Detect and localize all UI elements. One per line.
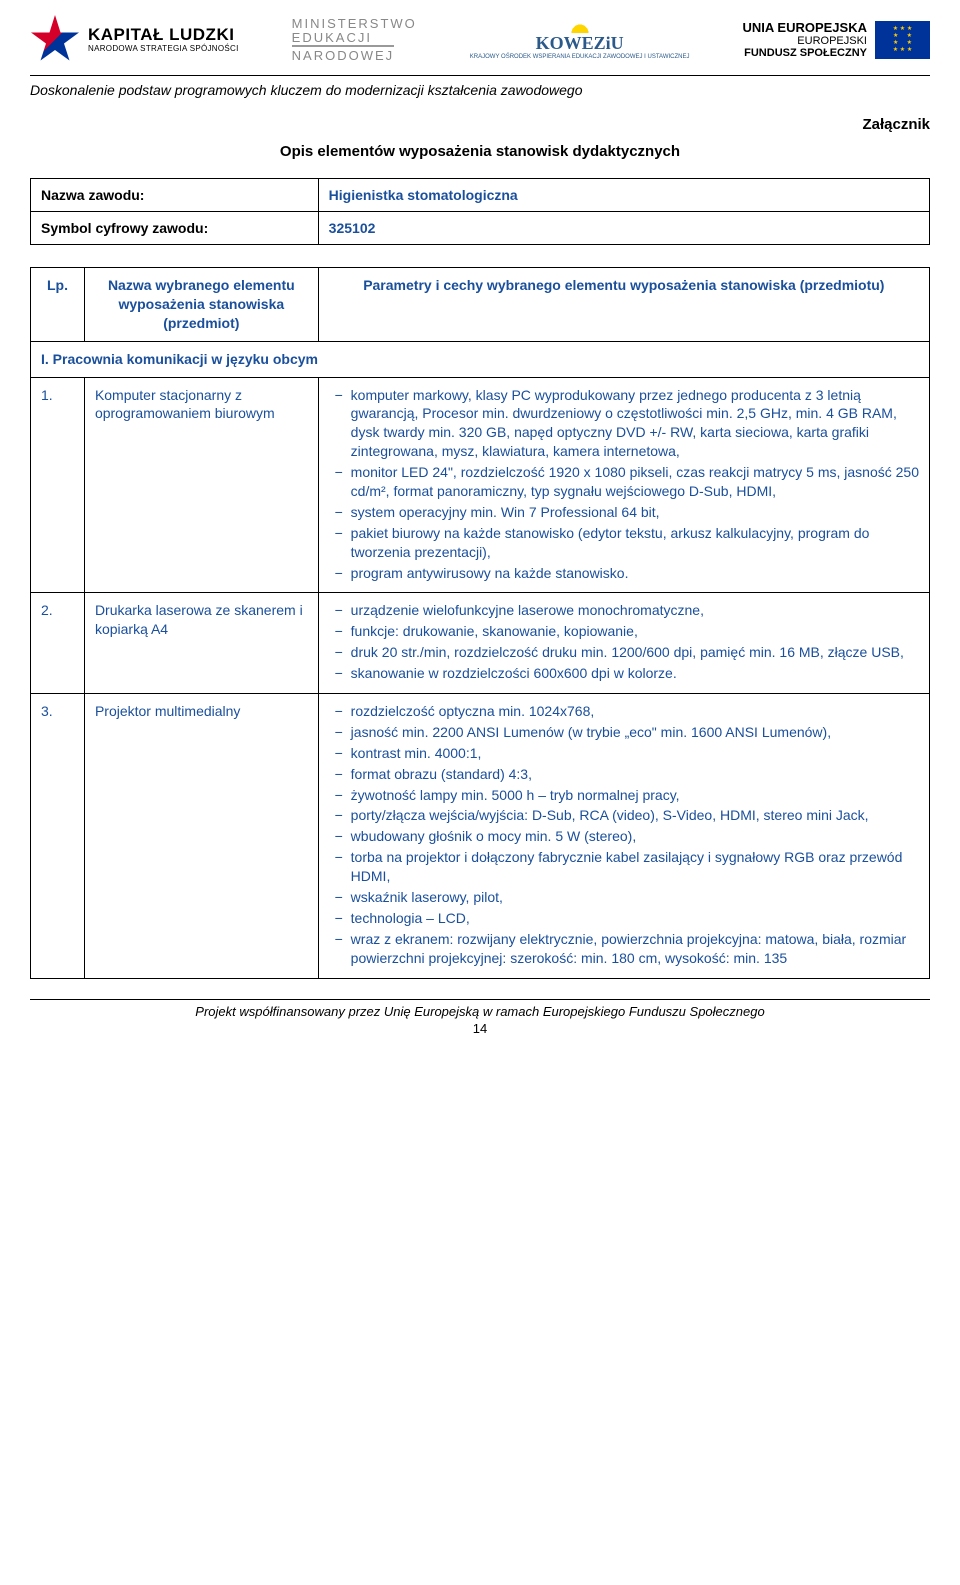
logo-ue: UNIA EUROPEJSKA EUROPEJSKI FUNDUSZ SPOŁE… — [743, 21, 930, 59]
param-item: format obrazu (standard) 4:3, — [329, 765, 919, 784]
row-params: rozdzielczość optyczna min. 1024x768, ja… — [318, 694, 929, 979]
table-header-row: Lp. Nazwa wybranego elementu wyposażenia… — [31, 268, 930, 342]
kl-sub-text: NARODOWA STRATEGIA SPÓJNOŚCI — [88, 45, 239, 54]
row-num: 3. — [31, 694, 85, 979]
logo-men: MINISTERSTWO EDUKACJI NARODOWEJ — [292, 17, 417, 64]
men-line2: EDUKACJI — [292, 31, 417, 45]
param-item: druk 20 str./min, rozdzielczość druku mi… — [329, 643, 919, 662]
table-row: Nazwa zawodu: Higienistka stomatologiczn… — [31, 179, 930, 212]
row-num: 1. — [31, 377, 85, 593]
row-num: 2. — [31, 593, 85, 694]
param-item: technologia – LCD, — [329, 909, 919, 928]
table-row: Symbol cyfrowy zawodu: 325102 — [31, 212, 930, 245]
men-line1: MINISTERSTWO — [292, 17, 417, 31]
section-label: I. Pracownia komunikacji w języku obcym — [31, 341, 930, 377]
param-item: system operacyjny min. Win 7 Professiona… — [329, 503, 919, 522]
row-name: Komputer stacjonarny z oprogramowaniem b… — [84, 377, 318, 593]
eu-flag-icon — [875, 21, 930, 59]
param-item: porty/złącza wejścia/wyjścia: D-Sub, RCA… — [329, 806, 919, 825]
param-item: funkcje: drukowanie, skanowanie, kopiowa… — [329, 622, 919, 641]
sun-icon — [565, 18, 595, 33]
col-header-params: Parametry i cechy wybranego elementu wyp… — [318, 268, 929, 342]
annex-label: Załącznik — [30, 116, 930, 133]
table-row: 1. Komputer stacjonarny z oprogramowanie… — [31, 377, 930, 593]
program-subtitle: Doskonalenie podstaw programowych klucze… — [30, 76, 930, 116]
table-section-row: I. Pracownia komunikacji w języku obcym — [31, 341, 930, 377]
param-item: monitor LED 24", rozdzielczość 1920 x 10… — [329, 463, 919, 501]
ue-line1: UNIA EUROPEJSKA — [743, 21, 867, 35]
param-item: wraz z ekranem: rozwijany elektrycznie, … — [329, 930, 919, 968]
param-item: urządzenie wielofunkcyjne laserowe monoc… — [329, 601, 919, 620]
param-item: program antywirusowy na każde stanowisko… — [329, 564, 919, 583]
meta-table: Nazwa zawodu: Higienistka stomatologiczn… — [30, 178, 930, 245]
param-item: żywotność lampy min. 5000 h – tryb norma… — [329, 786, 919, 805]
col-header-name: Nazwa wybranego elementu wyposażenia sta… — [84, 268, 318, 342]
param-item: skanowanie w rozdzielczości 600x600 dpi … — [329, 664, 919, 683]
table-row: 3. Projektor multimedialny rozdzielczość… — [31, 694, 930, 979]
men-line3: NARODOWEJ — [292, 45, 395, 63]
logo-kapital-ludzki: KAPITAŁ LUDZKI NARODOWA STRATEGIA SPÓJNO… — [30, 15, 239, 65]
ue-line3: FUNDUSZ SPOŁECZNY — [743, 47, 867, 59]
col-header-num: Lp. — [31, 268, 85, 342]
koweziu-main: KOWEZiU — [470, 33, 690, 54]
row-params: komputer markowy, klasy PC wyprodukowany… — [318, 377, 929, 593]
footer-text: Projekt współfinansowany przez Unię Euro… — [30, 1000, 930, 1019]
param-item: kontrast min. 4000:1, — [329, 744, 919, 763]
main-table: Lp. Nazwa wybranego elementu wyposażenia… — [30, 267, 930, 979]
logo-koweziu: KOWEZiU KRAJOWY OŚRODEK WSPIERANIA EDUKA… — [470, 21, 690, 60]
header-logos: KAPITAŁ LUDZKI NARODOWA STRATEGIA SPÓJNO… — [30, 0, 930, 75]
meta-label: Nazwa zawodu: — [31, 179, 319, 212]
meta-value: 325102 — [318, 212, 929, 245]
ue-line2: EUROPEJSKI — [743, 35, 867, 47]
meta-label: Symbol cyfrowy zawodu: — [31, 212, 319, 245]
section-title: Opis elementów wyposażenia stanowisk dyd… — [30, 143, 930, 160]
footer: Projekt współfinansowany przez Unię Euro… — [30, 999, 930, 1036]
param-item: jasność min. 2200 ANSI Lumenów (w trybie… — [329, 723, 919, 742]
row-params: urządzenie wielofunkcyjne laserowe monoc… — [318, 593, 929, 694]
page-number: 14 — [30, 1019, 930, 1036]
param-item: wbudowany głośnik o mocy min. 5 W (stere… — [329, 827, 919, 846]
kl-star-icon — [30, 15, 80, 65]
kl-main-text: KAPITAŁ LUDZKI — [88, 26, 239, 45]
param-item: pakiet biurowy na każde stanowisko (edyt… — [329, 524, 919, 562]
param-item: wskaźnik laserowy, pilot, — [329, 888, 919, 907]
meta-value: Higienistka stomatologiczna — [318, 179, 929, 212]
param-item: torba na projektor i dołączony fabryczni… — [329, 848, 919, 886]
row-name: Projektor multimedialny — [84, 694, 318, 979]
param-item: komputer markowy, klasy PC wyprodukowany… — [329, 386, 919, 462]
koweziu-sub: KRAJOWY OŚRODEK WSPIERANIA EDUKACJI ZAWO… — [470, 54, 690, 60]
table-row: 2. Drukarka laserowa ze skanerem i kopia… — [31, 593, 930, 694]
param-item: rozdzielczość optyczna min. 1024x768, — [329, 702, 919, 721]
row-name: Drukarka laserowa ze skanerem i kopiarką… — [84, 593, 318, 694]
